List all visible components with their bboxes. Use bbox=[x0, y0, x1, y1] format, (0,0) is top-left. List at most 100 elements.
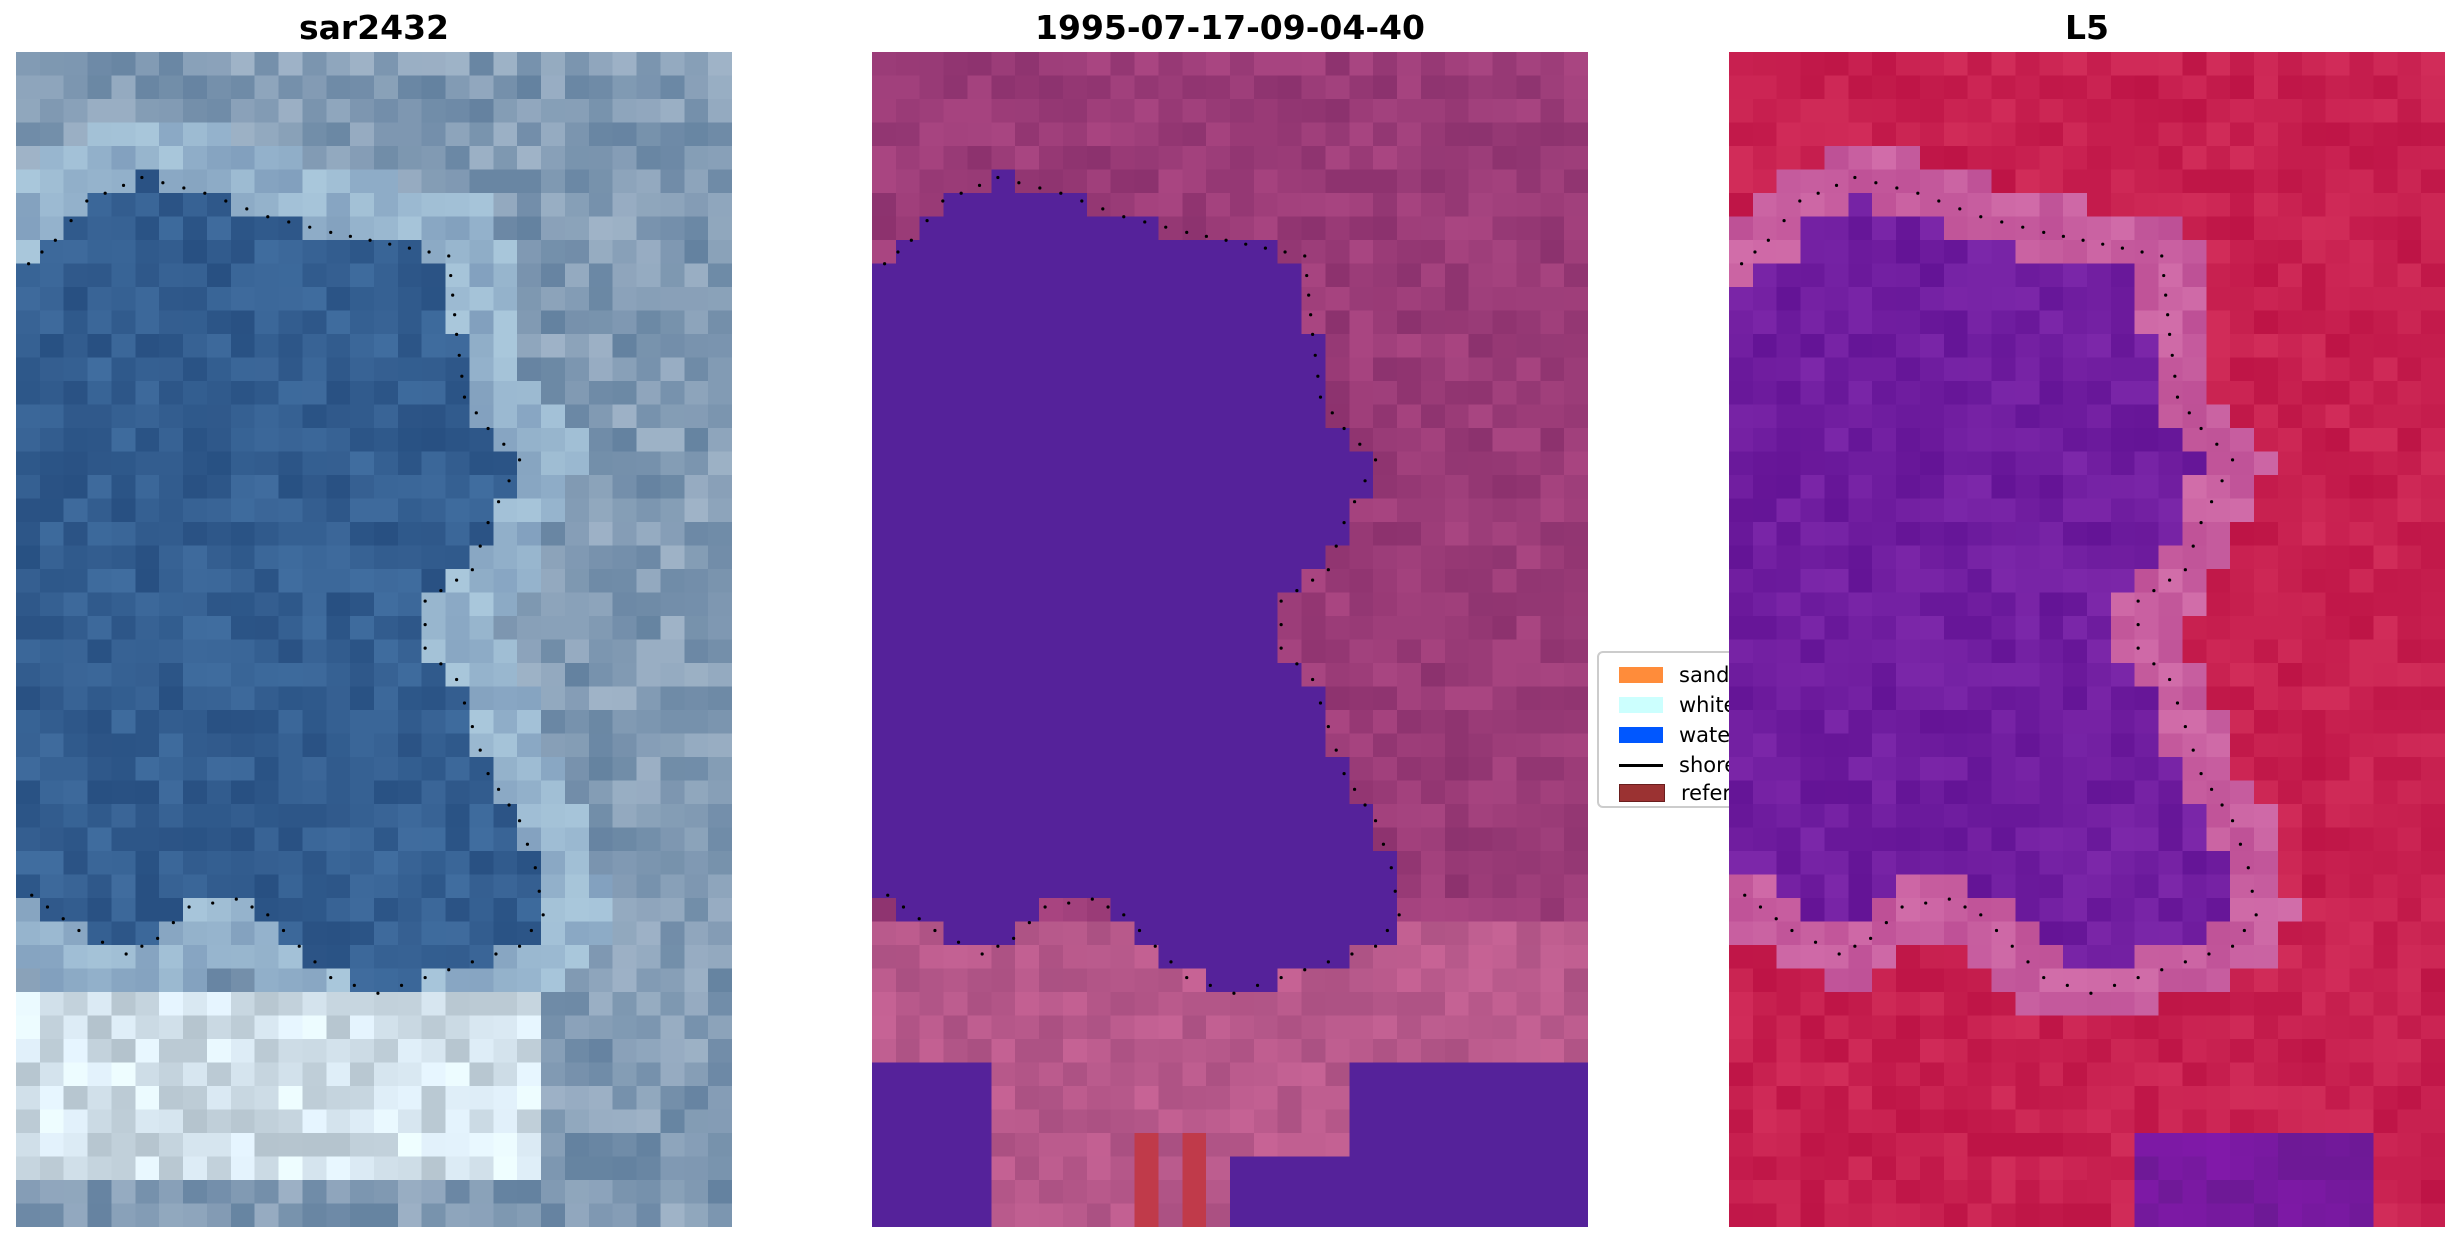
shoreline-point bbox=[457, 353, 461, 357]
shoreline-point bbox=[281, 928, 286, 933]
shoreline-point bbox=[1326, 960, 1330, 964]
shoreline-point bbox=[478, 544, 482, 548]
shoreline-point bbox=[1326, 568, 1330, 572]
shoreline-point bbox=[1874, 181, 1878, 185]
shoreline-point bbox=[1739, 262, 1744, 266]
shoreline-point bbox=[2168, 578, 2172, 582]
shoreline-point bbox=[439, 662, 443, 666]
shoreline-point bbox=[1774, 917, 1778, 921]
shoreline-point bbox=[2183, 724, 2187, 729]
shoreline-point bbox=[77, 928, 81, 933]
shoreline-point bbox=[1853, 175, 1857, 180]
shoreline-point bbox=[1790, 928, 1794, 933]
shoreline-point bbox=[1837, 952, 1841, 956]
shoreline-point bbox=[533, 866, 537, 870]
shoreline-point bbox=[2191, 544, 2195, 548]
shoreline-point bbox=[2168, 677, 2172, 682]
shoreline-point bbox=[1816, 191, 1820, 195]
shoreline-point bbox=[460, 374, 464, 378]
shoreline-point bbox=[329, 230, 333, 235]
shoreline-point bbox=[901, 905, 906, 909]
shoreline-point bbox=[2175, 701, 2180, 705]
shoreline-point bbox=[187, 905, 191, 909]
shoreline-point bbox=[1164, 225, 1168, 229]
shoreline-point bbox=[1279, 646, 1283, 650]
shoreline-point bbox=[1279, 622, 1283, 627]
shoreline-point bbox=[502, 442, 506, 446]
shoreline-point bbox=[1782, 219, 1786, 223]
shoreline-point bbox=[1232, 991, 1236, 995]
shoreline-point bbox=[2162, 273, 2166, 278]
shoreline-point bbox=[537, 889, 541, 893]
shoreline-point bbox=[933, 928, 937, 933]
shoreline-point bbox=[30, 893, 34, 897]
whitewater-swatch bbox=[1619, 697, 1663, 713]
shoreline-point bbox=[451, 293, 455, 297]
shoreline-point bbox=[171, 921, 175, 925]
shoreline-point bbox=[2246, 866, 2250, 870]
shoreline-point bbox=[203, 191, 207, 195]
shoreline-point bbox=[1895, 186, 1899, 190]
shoreline-point bbox=[2136, 622, 2140, 627]
shoreline-point bbox=[1311, 677, 1315, 682]
shoreline-point bbox=[2010, 944, 2014, 948]
shoreline-point bbox=[2152, 662, 2156, 666]
shoreline-point bbox=[886, 893, 890, 897]
shoreline-point bbox=[1363, 803, 1367, 807]
shoreline-point bbox=[507, 479, 511, 483]
shoreline-point bbox=[2242, 928, 2246, 933]
shoreline-point bbox=[2215, 442, 2219, 446]
shoreline-point bbox=[1309, 313, 1313, 317]
shoreline-point bbox=[2042, 230, 2046, 235]
shoreline-point bbox=[2250, 889, 2254, 893]
water-swatch bbox=[1619, 727, 1663, 743]
shoreline-point bbox=[1963, 905, 1967, 909]
shoreline-point bbox=[245, 207, 249, 211]
shoreline-point bbox=[53, 238, 57, 242]
shoreline-point bbox=[352, 983, 356, 988]
shoreline-point bbox=[1373, 944, 1378, 948]
shoreline-point bbox=[2230, 458, 2235, 462]
shoreline-point bbox=[1316, 374, 1320, 378]
shoreline-point bbox=[977, 183, 982, 187]
shoreline-point bbox=[1279, 599, 1283, 603]
shoreline-point bbox=[2000, 220, 2004, 224]
shoreline-point bbox=[266, 913, 270, 917]
shoreline-point bbox=[478, 748, 482, 752]
shoreline-point bbox=[1043, 905, 1047, 909]
shoreline-point bbox=[1185, 975, 1189, 980]
shoreline-point bbox=[1017, 181, 1021, 185]
shoreline-point bbox=[1393, 889, 1397, 893]
shoreline-point bbox=[103, 191, 107, 195]
legend-item-water: water bbox=[1619, 721, 1739, 749]
shoreline-point bbox=[2170, 353, 2174, 357]
shoreline-point bbox=[1305, 273, 1309, 278]
shoreline-point bbox=[1743, 893, 1747, 897]
panel-title-index: L5 bbox=[2065, 8, 2109, 47]
shoreline-point bbox=[1263, 246, 1268, 250]
shoreline-point bbox=[2026, 960, 2030, 964]
shoreline-point bbox=[1389, 866, 1393, 870]
shoreline-point bbox=[439, 589, 443, 593]
shoreline-point bbox=[2136, 646, 2140, 650]
legend-label: sand bbox=[1679, 663, 1730, 687]
shoreline-point bbox=[427, 250, 431, 254]
legend-label: water bbox=[1679, 723, 1739, 747]
shoreline-point bbox=[2136, 599, 2140, 603]
rgb-image bbox=[16, 52, 732, 1227]
shoreline-point bbox=[1352, 787, 1357, 791]
shoreline-point bbox=[909, 238, 913, 242]
shoreline-point bbox=[1342, 772, 1346, 776]
shoreline-point bbox=[313, 960, 317, 964]
shoreline-point bbox=[925, 219, 929, 223]
shoreline-point bbox=[1012, 936, 1016, 940]
shoreline-point bbox=[882, 262, 887, 266]
shoreline-point bbox=[2199, 521, 2203, 525]
shoreline-point bbox=[250, 905, 254, 909]
shoreline-point bbox=[1869, 936, 1873, 940]
shoreline-point bbox=[455, 578, 459, 582]
shoreline-point bbox=[2191, 748, 2195, 752]
shoreline-point bbox=[1313, 353, 1317, 357]
shoreline-point bbox=[1358, 442, 1362, 446]
shoreline-point bbox=[453, 313, 457, 317]
